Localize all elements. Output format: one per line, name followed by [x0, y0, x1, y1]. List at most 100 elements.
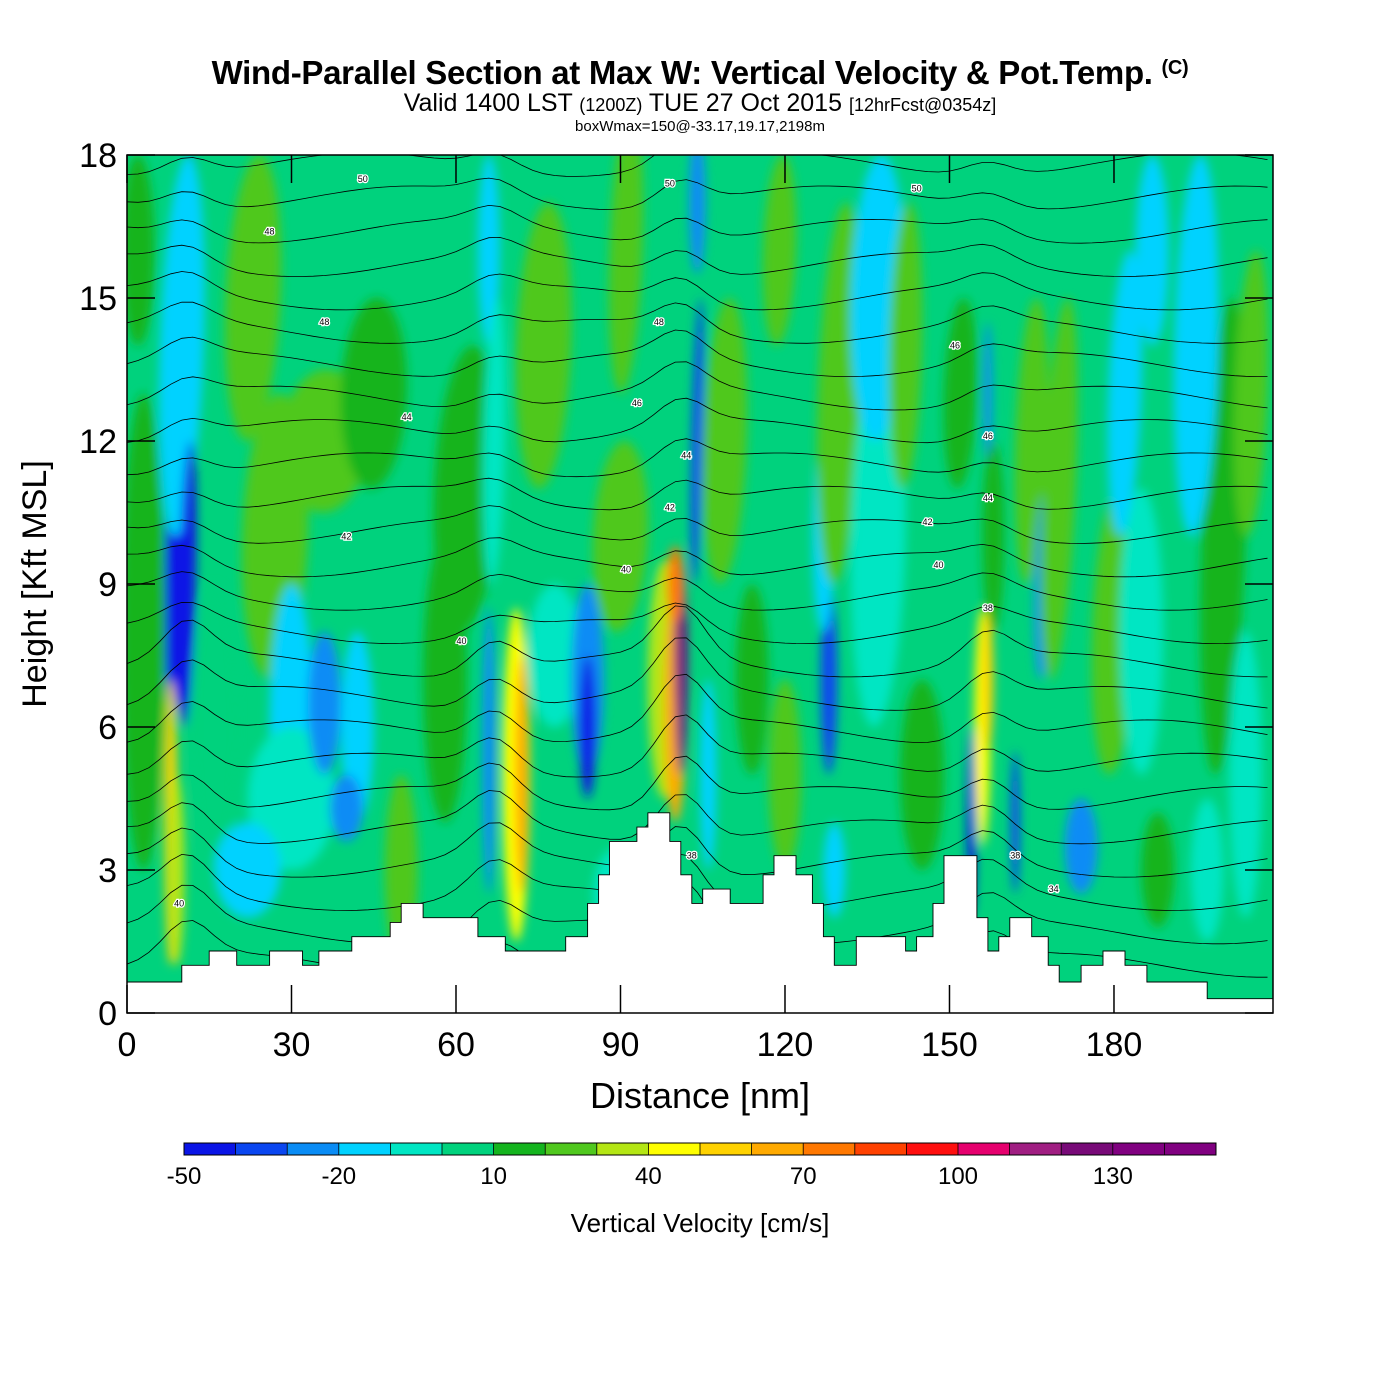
colorbar: -50 -20 10 40 70 100 130 Vertical Velocity [cm/…	[167, 1142, 1217, 1238]
y-tick-label: 6	[98, 709, 117, 747]
terrain-mask	[126, 812, 1274, 1014]
y-tick-label: 0	[98, 995, 117, 1033]
colorbar-swatch	[1112, 1143, 1165, 1155]
contour-label: 40	[934, 560, 944, 570]
contour-label: 34	[1049, 884, 1059, 894]
colorbar-tick-label: -50	[167, 1163, 202, 1190]
field-cell	[762, 155, 797, 346]
colorbar-swatch	[338, 1143, 391, 1155]
field-cell	[1229, 631, 1263, 918]
valid-time: Valid 1400 LST (1200Z) TUE 27 Oct 2015 […	[0, 91, 1400, 118]
field-cell	[982, 440, 1005, 632]
colorbar-swatch	[906, 1143, 959, 1155]
contour-label: 48	[265, 226, 275, 236]
contour-label: 48	[654, 317, 664, 327]
field-cell	[515, 655, 529, 894]
field-cell	[1233, 250, 1269, 537]
colorbar-swatch	[803, 1143, 856, 1155]
theta-contour	[127, 537, 1268, 578]
contour-label: 44	[983, 493, 993, 503]
colorbar-swatch	[545, 1143, 598, 1155]
field-cell	[192, 584, 237, 870]
colorbar-tick-label: 10	[480, 1163, 507, 1190]
x-tick-label: 0	[118, 1026, 137, 1064]
colorbar-swatch	[390, 1143, 443, 1155]
theta-contour	[127, 637, 1268, 711]
field-cell	[340, 298, 407, 489]
field-cell	[983, 321, 993, 465]
field-cell	[127, 393, 166, 870]
field-cell	[888, 202, 923, 489]
theta-contour	[127, 477, 1268, 511]
theta-contour	[127, 571, 1268, 611]
field-cell	[768, 679, 802, 871]
field-cell	[307, 631, 341, 775]
theta-contour	[127, 177, 1268, 210]
theta-contour	[127, 755, 1268, 811]
field-cell	[482, 298, 506, 584]
theta-contour	[127, 236, 1268, 277]
contour-label: 40	[174, 898, 184, 908]
contour-label: 46	[632, 398, 642, 408]
field-cell	[158, 155, 205, 537]
contour-label: 50	[358, 174, 368, 184]
contour-label: 38	[983, 603, 993, 613]
theta-contour	[127, 601, 1268, 645]
field-cell	[168, 774, 185, 966]
field-cell	[1064, 798, 1098, 894]
theta-contour	[127, 361, 1268, 411]
y-tick-label: 15	[79, 280, 117, 318]
field-cell	[820, 584, 838, 775]
field-cell	[943, 298, 978, 489]
x-tick-label: 120	[757, 1026, 814, 1064]
x-tick-label: 150	[921, 1026, 978, 1064]
field-cell	[224, 155, 282, 441]
theta-contour	[127, 204, 1268, 244]
theta-contour	[127, 714, 1268, 778]
contour-label: 46	[983, 431, 993, 441]
colorbar-swatch	[648, 1143, 701, 1155]
colorbar-swatch	[184, 1143, 237, 1155]
y-tick-label: 18	[79, 137, 117, 175]
title-text: Wind-Parallel Section at Max W: Vertical…	[211, 54, 1153, 91]
theta-contour	[127, 822, 1268, 878]
title-block: Wind-Parallel Section at Max W: Vertical…	[0, 50, 1400, 135]
valid-date: TUE 27 Oct 2015	[648, 89, 842, 117]
colorbar-tick-label: -20	[321, 1163, 356, 1190]
contour-label: 40	[621, 565, 631, 575]
colorbar-swatch	[854, 1143, 907, 1155]
colorbar-swatch	[1164, 1143, 1217, 1155]
field-cell	[214, 822, 281, 918]
colorbar-frame	[183, 1142, 1217, 1156]
field-cell	[667, 545, 684, 623]
theta-contour	[127, 853, 1268, 911]
field-cell	[482, 607, 496, 894]
colorbar-tick-label: 70	[790, 1163, 817, 1190]
contour-labels: 34 38 38 38 40 40 40 40 42 42 42 44 44 44 46 46 46 48 48 48…	[173, 173, 1060, 910]
chart-title: Wind-Parallel Section at Max W: Vertical…	[0, 50, 1400, 91]
field-cell	[433, 345, 501, 632]
forecast-info: [12hrFcst@0354z]	[848, 95, 997, 115]
theta-contour	[127, 505, 1268, 544]
theta-contour	[127, 98, 1268, 143]
theta-contour	[127, 397, 1268, 444]
theta-contours	[127, 98, 1268, 978]
colorbar-swatch	[1061, 1143, 1114, 1155]
contour-label: 50	[912, 183, 922, 193]
valid-prefix: Valid 1400 LST	[403, 89, 573, 117]
colorbar-swatch	[700, 1143, 753, 1155]
colorbar-tick-label: 40	[635, 1163, 662, 1190]
colorbar-swatch	[442, 1143, 495, 1155]
colorbar-tick-label: 100	[938, 1163, 978, 1190]
field-cell	[247, 727, 336, 870]
y-axis-label: Height [Kft MSL]	[16, 460, 54, 708]
colorbar-swatch	[287, 1143, 340, 1155]
field-cell	[579, 655, 596, 799]
theta-contour	[127, 271, 1268, 311]
terrain	[126, 812, 1274, 1014]
y-tick-label: 12	[79, 423, 117, 461]
contour-label: 40	[456, 636, 466, 646]
theta-contour	[127, 605, 1268, 678]
theta-contour	[127, 673, 1268, 744]
